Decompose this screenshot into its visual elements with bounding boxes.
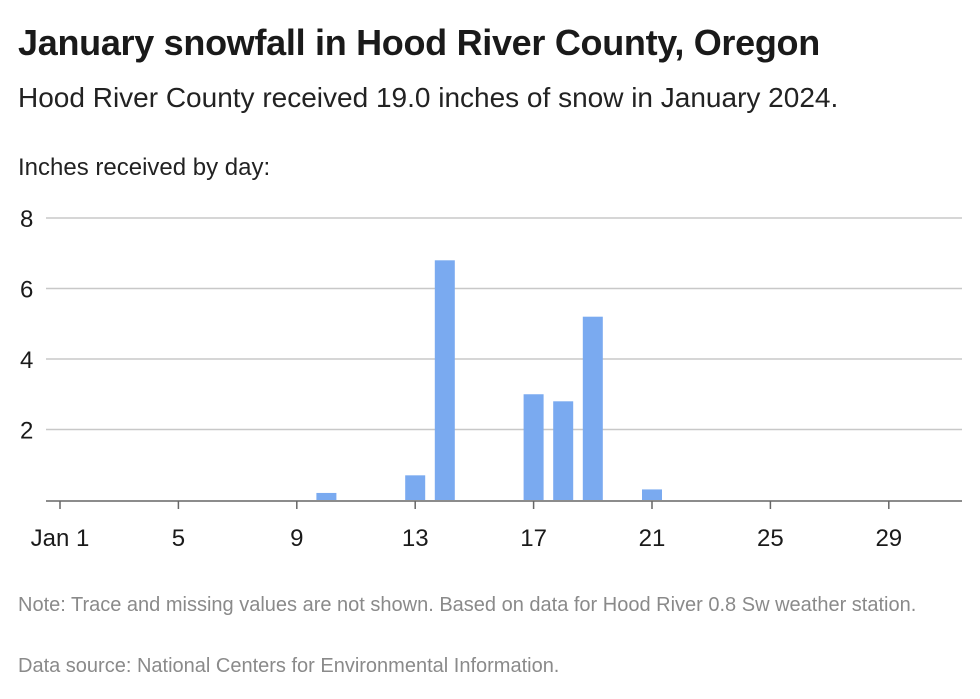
y-tick-label: 4 (20, 347, 33, 374)
chart-subtitle: Hood River County received 19.0 inches o… (18, 82, 839, 113)
x-tick-label: 21 (639, 525, 666, 552)
bar-chart: 2 4 6 8 Jan 1 5 9 13 17 21 25 29 (20, 206, 962, 552)
bar (523, 394, 544, 500)
chart-note: Note: Trace and missing values are not s… (18, 594, 917, 616)
x-tick-label: 25 (757, 525, 784, 552)
y-axis-title: Inches received by day: (18, 154, 271, 181)
data-source: Data source: National Centers for Enviro… (18, 655, 560, 677)
bar (642, 489, 662, 500)
y-tick-label: 2 (20, 418, 33, 445)
bar (553, 401, 574, 500)
bar (434, 260, 455, 500)
x-tick-label: Jan 1 (31, 525, 90, 552)
chart-title: January snowfall in Hood River County, O… (18, 22, 820, 63)
bar (405, 475, 426, 500)
x-tick-label: 29 (875, 525, 902, 552)
x-axis: Jan 1 5 9 13 17 21 25 29 (31, 500, 962, 552)
gridlines (46, 217, 962, 431)
bars (316, 260, 662, 500)
y-tick-label: 6 (20, 277, 33, 304)
bar (316, 492, 337, 500)
y-tick-label: 8 (20, 206, 33, 233)
bar (582, 316, 603, 500)
x-tick-label: 9 (290, 525, 303, 552)
x-tick-label: 17 (520, 525, 547, 552)
x-tick-label: 5 (172, 525, 185, 552)
x-tick-label: 13 (402, 525, 429, 552)
y-tick-labels: 2 4 6 8 (20, 206, 33, 445)
